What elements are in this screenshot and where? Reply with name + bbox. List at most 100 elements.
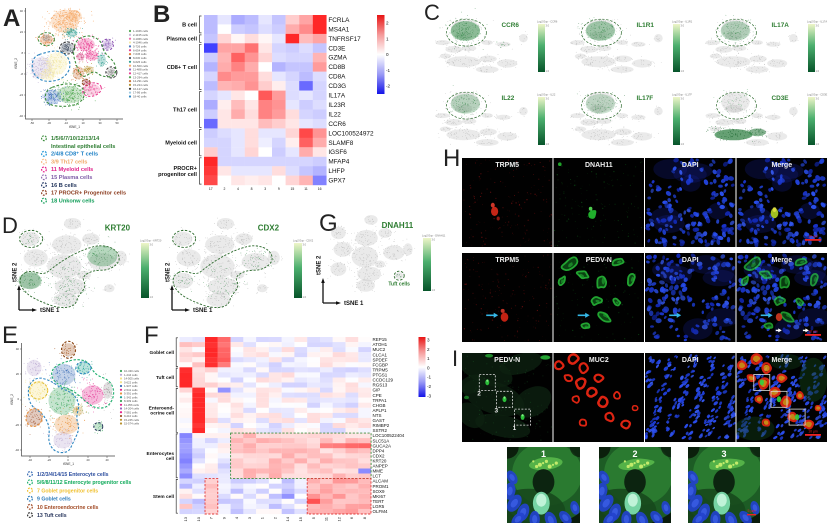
svg-text:-1: -1: [386, 68, 391, 73]
svg-text:17: 17: [209, 187, 213, 191]
svg-text:-40: -40: [15, 448, 19, 452]
svg-text:4-1046 cells: 4-1046 cells: [133, 41, 149, 45]
svg-text:CCDC129: CCDC129: [373, 378, 394, 383]
svg-text:9: 9: [221, 516, 226, 519]
svg-text:Enteroend-: Enteroend-: [149, 405, 175, 411]
svg-text:11-488 cells: 11-488 cells: [133, 68, 148, 72]
svg-text:9-210 cells: 9-210 cells: [124, 414, 138, 418]
svg-text:13-294 cells: 13-294 cells: [133, 75, 149, 79]
svg-text:1.0: 1.0: [432, 288, 436, 292]
svg-text:1-937 cells: 1-937 cells: [124, 384, 138, 388]
svg-text:Merge: Merge: [771, 162, 792, 169]
svg-text:3.0: 3.0: [546, 97, 550, 101]
svg-text:SLC51A: SLC51A: [373, 438, 390, 443]
svg-text:8: 8: [362, 516, 367, 519]
svg-text:3.0: 3.0: [432, 238, 436, 242]
svg-text:13: 13: [183, 516, 188, 521]
svg-text:16: 16: [318, 187, 322, 191]
svg-text:6-654 cells: 6-654 cells: [133, 48, 147, 52]
svg-text:B: B: [153, 1, 170, 28]
svg-text:12-417 cells: 12-417 cells: [133, 71, 149, 75]
svg-text:Tuft cell: Tuft cell: [156, 375, 174, 381]
svg-text:GIP: GIP: [373, 388, 381, 393]
svg-text:20: 20: [16, 372, 20, 376]
svg-text:DNAH11: DNAH11: [382, 221, 414, 230]
svg-text:LOC100524972: LOC100524972: [328, 130, 374, 137]
svg-text:40: 40: [105, 458, 109, 462]
svg-text:17 PROCR+ Progenitor cells: 17 PROCR+ Progenitor cells: [51, 191, 126, 197]
svg-text:10-500 cells: 10-500 cells: [133, 64, 149, 68]
svg-text:PEDV-N: PEDV-N: [586, 257, 612, 264]
svg-text:CD8+ T cell: CD8+ T cell: [167, 65, 198, 71]
svg-text:SLAMF8: SLAMF8: [328, 140, 353, 147]
svg-text:APLP1: APLP1: [373, 408, 388, 413]
svg-text:CD3G: CD3G: [328, 83, 346, 90]
svg-text:15: 15: [291, 187, 295, 191]
svg-text:TERT: TERT: [373, 499, 385, 504]
svg-text:3.0: 3.0: [150, 243, 154, 247]
svg-text:8-630 cells: 8-630 cells: [133, 56, 147, 60]
svg-text:10 µm: 10 µm: [808, 430, 818, 434]
svg-text:14-505 cells: 14-505 cells: [124, 377, 140, 381]
svg-text:CHGB: CHGB: [373, 403, 386, 408]
svg-text:ALCAM: ALCAM: [373, 479, 389, 484]
svg-text:2: 2: [477, 390, 481, 397]
svg-text:13 Tuft cells: 13 Tuft cells: [37, 513, 67, 519]
svg-text:DAPI: DAPI: [682, 162, 699, 169]
svg-text:10 µm: 10 µm: [808, 235, 818, 239]
svg-text:CD8B: CD8B: [328, 64, 345, 71]
svg-text:11 Myeloid cells: 11 Myeloid cells: [51, 167, 93, 173]
svg-text:DNAH11: DNAH11: [585, 162, 613, 169]
svg-text:50: 50: [115, 121, 119, 125]
svg-text:24: 24: [20, 30, 24, 34]
svg-text:E: E: [2, 322, 18, 349]
svg-text:Enterocytes: Enterocytes: [147, 451, 175, 457]
svg-text:40: 40: [16, 347, 20, 351]
svg-text:TRPM5: TRPM5: [495, 257, 519, 264]
svg-text:1: 1: [513, 425, 517, 432]
svg-text:MKI67: MKI67: [373, 494, 387, 499]
svg-text:LCT: LCT: [373, 474, 382, 479]
svg-text:-2: -2: [427, 384, 432, 389]
svg-text:10-430 cells: 10-430 cells: [124, 369, 140, 373]
svg-text:PROCR+: PROCR+: [174, 166, 198, 172]
svg-text:Log2 Exp - IL1R1: Log2 Exp - IL1R1: [672, 20, 693, 24]
svg-text:1: 1: [427, 356, 430, 361]
svg-text:-8: -8: [21, 72, 24, 76]
svg-text:tSNE 2: tSNE 2: [13, 262, 19, 282]
svg-text:0: 0: [386, 52, 389, 57]
svg-text:I: I: [452, 346, 458, 371]
svg-text:progenitor cell: progenitor cell: [158, 172, 197, 178]
svg-text:10: 10: [196, 516, 201, 521]
svg-text:-40: -40: [28, 458, 32, 462]
svg-text:IL17A: IL17A: [772, 22, 790, 29]
svg-text:11-356 cells: 11-356 cells: [124, 403, 139, 407]
svg-text:1.0: 1.0: [546, 142, 550, 146]
svg-text:3/9 Th17 cells: 3/9 Th17 cells: [51, 159, 87, 165]
svg-text:NTS: NTS: [373, 413, 382, 418]
svg-text:6: 6: [349, 516, 354, 519]
svg-text:tSNE 1: tSNE 1: [40, 308, 60, 314]
svg-text:1/5/6/7/10/12/13/14: 1/5/6/7/10/12/13/14: [51, 136, 100, 142]
svg-text:Plasma cell: Plasma cell: [167, 37, 198, 43]
svg-text:LHFP: LHFP: [328, 168, 344, 175]
svg-text:MS4A1: MS4A1: [328, 26, 349, 33]
svg-text:4: 4: [237, 187, 239, 191]
svg-text:CD8A: CD8A: [328, 74, 346, 81]
svg-text:Myeloid cell: Myeloid cell: [165, 141, 197, 147]
svg-text:Intestinal epithelial cells: Intestinal epithelial cells: [51, 144, 115, 150]
svg-text:D: D: [2, 213, 18, 238]
svg-text:PTGS1: PTGS1: [373, 373, 388, 378]
svg-text:30: 30: [98, 121, 102, 125]
svg-text:3.0: 3.0: [681, 24, 685, 28]
svg-text:CDX2: CDX2: [373, 453, 386, 458]
svg-text:7: 7: [209, 516, 214, 519]
svg-text:Th17 cell: Th17 cell: [173, 108, 197, 114]
svg-text:tSNE_2: tSNE_2: [10, 394, 14, 405]
svg-text:tSNE_1: tSNE_1: [69, 125, 80, 129]
svg-text:5: 5: [311, 516, 316, 519]
svg-text:tSNE 2: tSNE 2: [166, 262, 172, 282]
svg-text:9 Goblet cells: 9 Goblet cells: [37, 497, 71, 503]
svg-text:3: 3: [427, 338, 430, 343]
svg-text:7 Goblet progenitor cells: 7 Goblet progenitor cells: [37, 488, 98, 494]
